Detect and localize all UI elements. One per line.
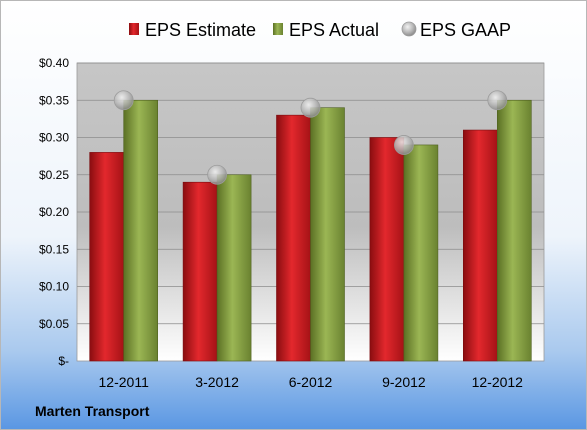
eps-gaap-point (300, 97, 321, 118)
y-tick-label: $0.25 (39, 168, 69, 182)
x-tick-label: 3-2012 (195, 374, 239, 390)
legend-label: EPS Actual (289, 20, 379, 40)
eps-estimate-bar (369, 137, 405, 362)
eps-estimate-bar (182, 181, 218, 362)
y-tick-label: $0.10 (39, 280, 69, 294)
y-tick-label: $- (58, 354, 69, 368)
x-tick-label: 9-2012 (382, 374, 426, 390)
eps-actual-bar (403, 144, 439, 362)
eps-estimate-bar (462, 129, 498, 362)
eps-actual-bar (123, 99, 158, 362)
eps-gaap-point (113, 90, 134, 111)
eps-gaap-point (207, 164, 228, 185)
x-tick-label: 12-2012 (472, 374, 524, 390)
legend-label: EPS Estimate (145, 20, 256, 40)
eps-actual-bar (496, 99, 532, 362)
eps-estimate-bar (276, 114, 311, 362)
eps-estimate-bar (89, 152, 124, 362)
company-name: Marten Transport (35, 403, 150, 419)
y-tick-label: $0.40 (39, 56, 69, 70)
eps-gaap-point (487, 90, 508, 111)
y-tick-label: $0.35 (39, 93, 69, 107)
x-tick-label: 12-2011 (99, 374, 150, 390)
legend-swatch-estimate (129, 23, 139, 35)
y-tick-label: $0.05 (39, 317, 69, 331)
legend-swatch-gaap (401, 21, 417, 37)
eps-gaap-point (393, 135, 414, 155)
eps-actual-bar (310, 107, 345, 362)
eps-actual-bar (216, 174, 252, 362)
y-tick-label: $0.20 (39, 205, 69, 219)
y-tick-label: $0.15 (39, 242, 69, 256)
y-tick-label: $0.30 (39, 131, 69, 145)
x-tick-label: 6-2012 (289, 374, 333, 390)
legend-label: EPS GAAP (420, 20, 511, 40)
legend-swatch-actual (273, 23, 283, 35)
